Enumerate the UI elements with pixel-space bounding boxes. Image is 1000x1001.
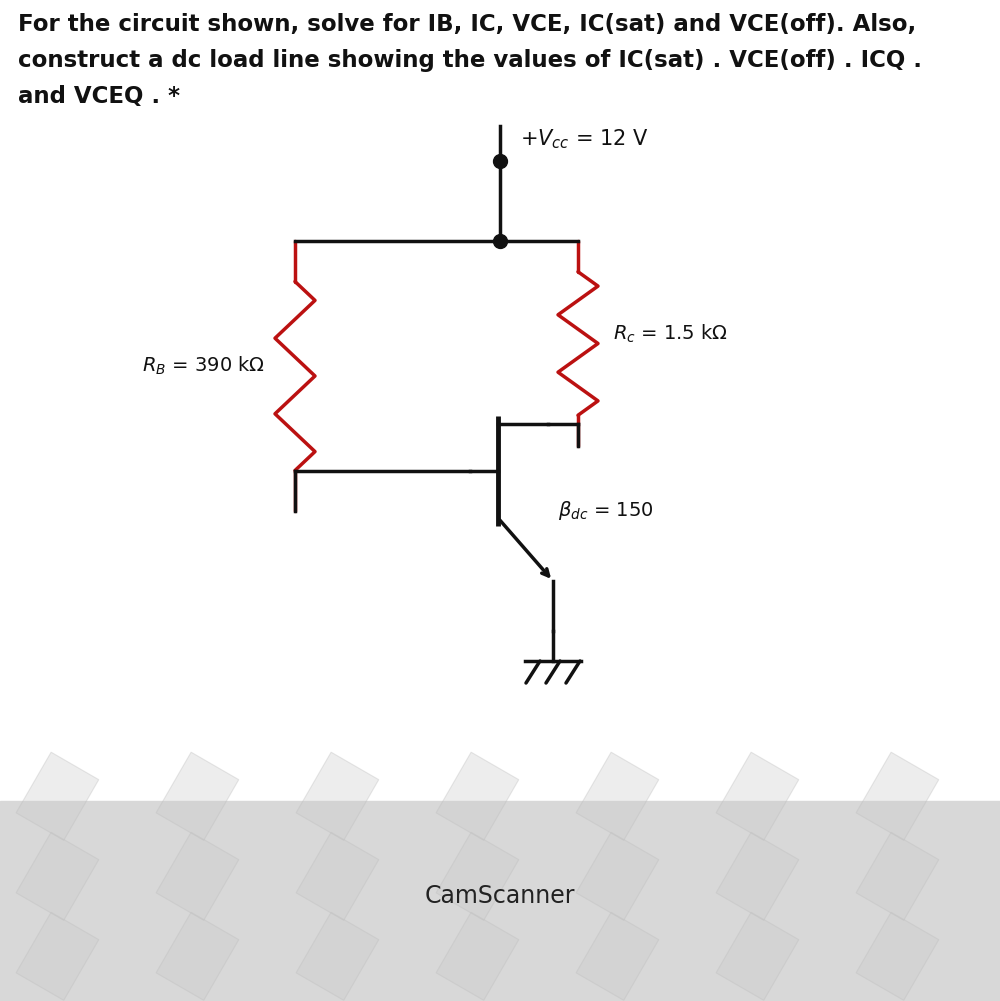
FancyBboxPatch shape [716,912,799,1000]
Text: $R_c$ = 1.5 kΩ: $R_c$ = 1.5 kΩ [613,322,728,344]
Text: CamScanner: CamScanner [425,884,575,908]
FancyBboxPatch shape [296,832,379,920]
FancyBboxPatch shape [156,912,239,1000]
FancyBboxPatch shape [856,912,939,1000]
FancyBboxPatch shape [156,832,239,920]
FancyBboxPatch shape [856,752,939,840]
FancyBboxPatch shape [156,752,239,840]
FancyBboxPatch shape [296,912,379,1000]
FancyBboxPatch shape [716,752,799,840]
FancyBboxPatch shape [16,912,99,1000]
FancyBboxPatch shape [716,832,799,920]
Text: For the circuit shown, solve for IB, IC, VCE, IC(sat) and VCE(off). Also,: For the circuit shown, solve for IB, IC,… [18,13,916,36]
Text: $+ V_{cc}$ = 12 V: $+ V_{cc}$ = 12 V [520,127,649,151]
FancyBboxPatch shape [16,832,99,920]
FancyBboxPatch shape [16,752,99,840]
Text: $\beta_{dc}$ = 150: $\beta_{dc}$ = 150 [558,499,654,523]
FancyBboxPatch shape [576,752,659,840]
FancyBboxPatch shape [436,752,519,840]
Text: $R_B$ = 390 kΩ: $R_B$ = 390 kΩ [142,354,265,377]
Text: and VCEQ . *: and VCEQ . * [18,85,180,108]
FancyBboxPatch shape [436,832,519,920]
Text: construct a dc load line showing the values of IC(sat) . VCE(off) . ICQ .: construct a dc load line showing the val… [18,49,922,72]
FancyBboxPatch shape [296,752,379,840]
FancyBboxPatch shape [436,912,519,1000]
Bar [0,0,1000,801]
FancyBboxPatch shape [576,832,659,920]
FancyBboxPatch shape [856,832,939,920]
FancyBboxPatch shape [576,912,659,1000]
Bar [0,801,1000,1001]
